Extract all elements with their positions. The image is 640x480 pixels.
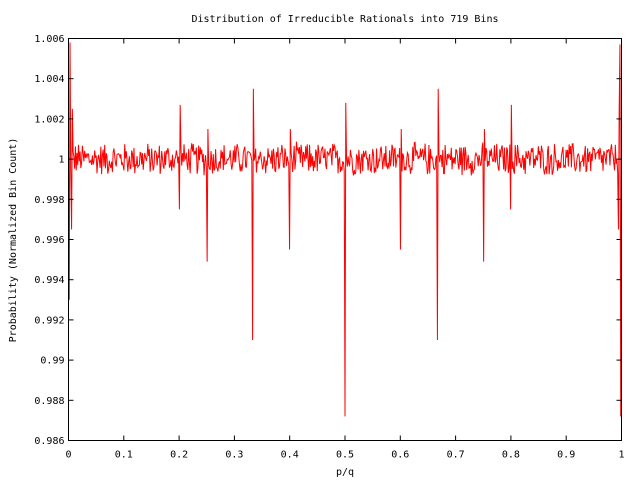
x-axis-label: p/q: [336, 467, 354, 478]
x-tick-label: 0.6: [391, 450, 409, 461]
y-tick-label: 0.99: [40, 356, 64, 367]
series-layer: [68, 42, 622, 417]
x-tick-label: 0.4: [281, 450, 299, 461]
series-line: [68, 42, 622, 417]
y-tick-label: 1.006: [34, 34, 64, 45]
x-tick-label: 0.1: [115, 450, 133, 461]
ticks-layer: 0 0.1 0.2 0.3 0.4 0.5 0.6 0.7 0.8 0.9 1 0.986 0.988 0…: [34, 34, 624, 461]
x-tick-label: 0.9: [557, 450, 575, 461]
x-tick-label: 0.8: [502, 450, 520, 461]
y-tick-label: 0.998: [34, 195, 64, 206]
chart-title: Distribution of Irreducible Rationals in…: [191, 14, 498, 25]
x-tick-label: 1: [618, 450, 624, 461]
y-tick-label: 1.004: [34, 74, 64, 85]
x-tick-label: 0.3: [225, 450, 243, 461]
y-tick-label: 1.002: [34, 114, 64, 125]
y-tick-label: 0.988: [34, 396, 64, 407]
x-tick-label: 0: [65, 450, 71, 461]
x-tick-label: 0.2: [170, 450, 188, 461]
y-tick-label: 0.994: [34, 275, 64, 286]
y-tick-label: 0.986: [34, 436, 64, 447]
y-tick-label: 1: [58, 155, 64, 166]
y-axis-label: Probability (Normalized Bin Count): [8, 138, 19, 343]
x-tick-label: 0.5: [336, 450, 354, 461]
plot-frame: [68, 38, 622, 441]
y-tick-label: 0.992: [34, 315, 64, 326]
x-tick-label: 0.7: [447, 450, 465, 461]
y-tick-label: 0.996: [34, 235, 64, 246]
